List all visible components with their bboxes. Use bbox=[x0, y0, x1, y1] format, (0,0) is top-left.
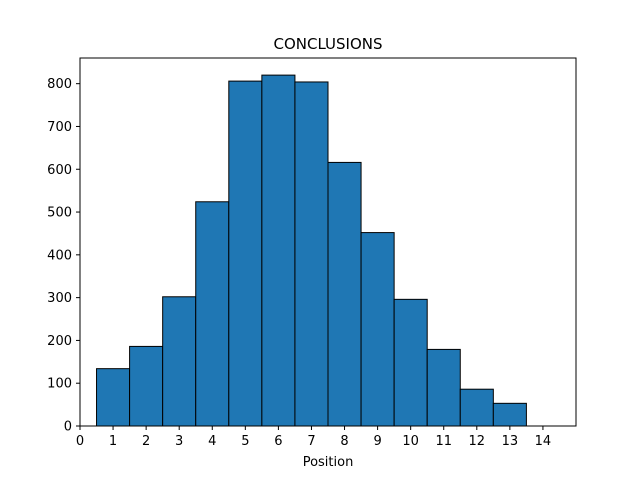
x-tick-label-10: 10 bbox=[402, 434, 419, 449]
x-tick-label-0: 0 bbox=[76, 434, 84, 449]
y-tick-label-700: 700 bbox=[47, 120, 72, 135]
x-tick-label-9: 9 bbox=[373, 434, 381, 449]
bar-2 bbox=[129, 345, 164, 427]
y-tick-label-400: 400 bbox=[47, 248, 72, 263]
x-tick-label-3: 3 bbox=[175, 434, 183, 449]
x-tick-label-2: 2 bbox=[142, 434, 150, 449]
x-tick-label-1: 1 bbox=[109, 434, 117, 449]
bar-8 bbox=[327, 161, 362, 427]
bar-1 bbox=[96, 368, 131, 427]
x-tick-label-12: 12 bbox=[469, 434, 486, 449]
x-tick-label-13: 13 bbox=[502, 434, 519, 449]
chart-title: CONCLUSIONS bbox=[273, 35, 382, 53]
plot-area: 0 1 2 3 4 5 6 7 8 9 10 11 12 13 1401002003004005006007… bbox=[47, 57, 577, 449]
x-tick-label-4: 4 bbox=[208, 434, 216, 449]
y-tick-label-100: 100 bbox=[47, 377, 72, 392]
bar-9 bbox=[360, 232, 395, 427]
y-tick-label-200: 200 bbox=[47, 334, 72, 349]
y-tick-label-300: 300 bbox=[47, 291, 72, 306]
bar-12 bbox=[459, 388, 494, 427]
bar-5 bbox=[228, 80, 263, 427]
bar-3 bbox=[162, 296, 197, 427]
y-tick-label-0: 0 bbox=[64, 420, 72, 435]
bar-7 bbox=[294, 81, 329, 427]
x-tick-label-8: 8 bbox=[340, 434, 348, 449]
x-axis-label: Position bbox=[303, 455, 354, 470]
y-tick-label-800: 800 bbox=[47, 77, 72, 92]
bar-10 bbox=[393, 298, 428, 427]
y-tick-label-500: 500 bbox=[47, 206, 72, 221]
x-tick-label-7: 7 bbox=[307, 434, 315, 449]
x-tick-label-6: 6 bbox=[274, 434, 282, 449]
x-tick-label-11: 11 bbox=[435, 434, 452, 449]
x-tick-label-5: 5 bbox=[241, 434, 249, 449]
bar-4 bbox=[195, 201, 230, 427]
x-tick-label-14: 14 bbox=[535, 434, 552, 449]
y-tick-label-600: 600 bbox=[47, 163, 72, 178]
bar-11 bbox=[426, 348, 461, 427]
plot-frame bbox=[79, 57, 577, 427]
bar-13 bbox=[492, 402, 527, 427]
bar-6 bbox=[261, 74, 296, 427]
